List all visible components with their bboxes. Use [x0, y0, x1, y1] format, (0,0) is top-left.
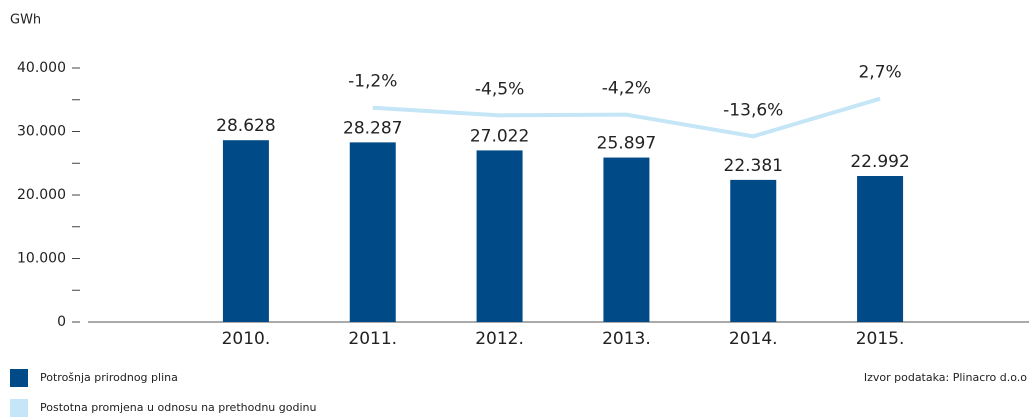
legend-label: Potrošnja prirodnog plina: [40, 371, 178, 384]
legend-swatch: [10, 369, 28, 387]
bar: [222, 140, 269, 322]
bar: [730, 179, 777, 322]
line-label: -13,6%: [723, 100, 783, 120]
y-tick-label: 40.000: [17, 60, 66, 76]
line-label: -4,5%: [475, 79, 524, 99]
bar: [349, 142, 396, 322]
bar: [476, 150, 523, 322]
bar: [857, 176, 904, 322]
line-label: -4,2%: [602, 79, 651, 99]
legend-label: Postotna promjena u odnosu na prethodnu …: [40, 401, 316, 414]
line-label: -1,2%: [348, 72, 397, 92]
x-tick-label: 2012.: [475, 329, 524, 349]
y-tick-label: 30.000: [17, 124, 66, 140]
bar-label: 28.628: [216, 116, 275, 136]
x-tick-label: 2011.: [348, 329, 397, 349]
x-tick-label: 2013.: [602, 329, 651, 349]
bar-label: 27.022: [470, 126, 529, 146]
bar-label: 22.992: [850, 152, 909, 172]
bar-label: 28.287: [343, 118, 402, 138]
bar-label: 25.897: [597, 134, 656, 154]
bar-label: 22.381: [724, 156, 783, 176]
x-tick-label: 2014.: [729, 329, 778, 349]
x-tick-label: 2015.: [856, 329, 905, 349]
line: [372, 96, 881, 139]
y-axis-label: GWh: [10, 13, 41, 28]
y-tick-label: 20.000: [17, 187, 66, 203]
y-tick-label: 10.000: [17, 251, 66, 267]
bar: [603, 157, 650, 322]
legend-swatch: [10, 399, 28, 417]
x-tick-label: 2010.: [222, 329, 271, 349]
y-tick-label: 0: [57, 314, 66, 330]
source: Izvor podataka: Plinacro d.o.o: [864, 371, 1027, 384]
line-label: 2,7%: [858, 63, 901, 83]
